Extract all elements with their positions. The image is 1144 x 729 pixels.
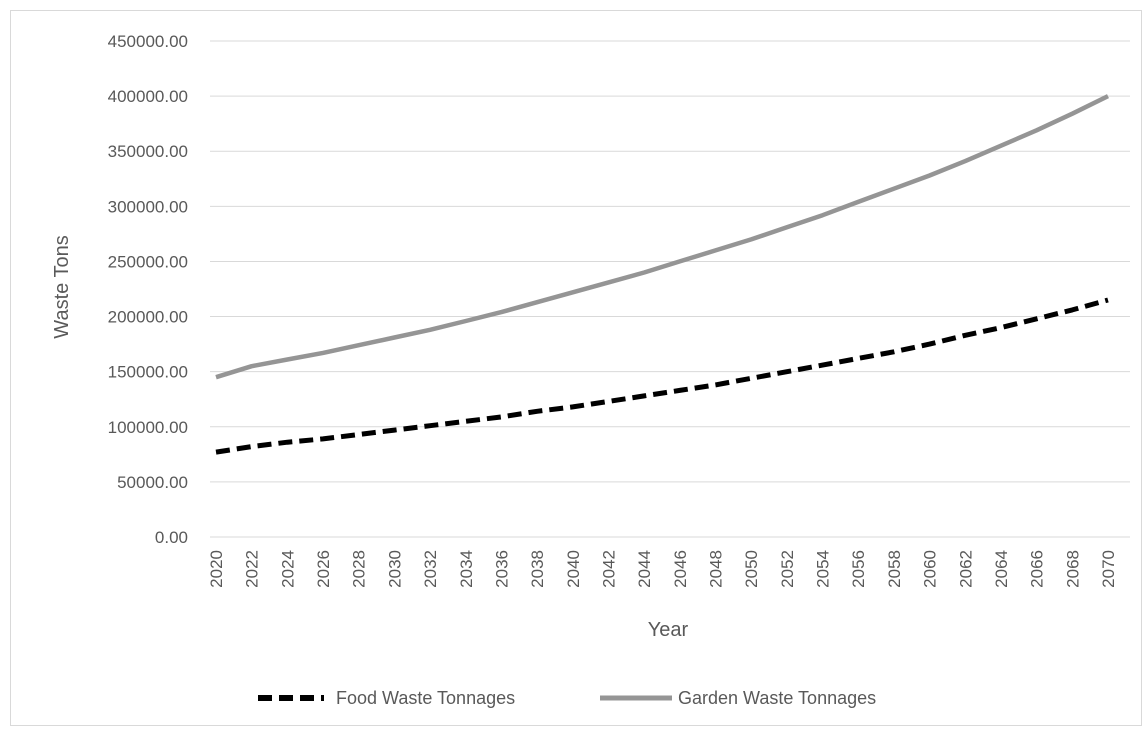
y-tick-label-2: 100000.00 <box>108 418 188 437</box>
x-tick-label-12: 2044 <box>635 550 654 588</box>
x-tick-label-16: 2052 <box>778 550 797 588</box>
y-tick-label-5: 250000.00 <box>108 252 188 271</box>
y-tick-label-4: 200000.00 <box>108 308 188 327</box>
x-tick-label-10: 2040 <box>564 550 583 588</box>
legend-label-food-waste: Food Waste Tonnages <box>336 688 515 708</box>
chart-frame <box>10 10 1142 726</box>
legend: Food Waste Tonnages Garden Waste Tonnage… <box>258 688 876 708</box>
gridlines <box>210 40 1130 538</box>
x-tick-label-14: 2048 <box>707 550 726 588</box>
x-tick-label-4: 2028 <box>350 550 369 588</box>
series-lines <box>215 94 1109 455</box>
x-tick-label-20: 2060 <box>921 550 940 588</box>
x-tick-label-0: 2020 <box>207 550 226 588</box>
legend-label-garden-waste: Garden Waste Tonnages <box>678 688 876 708</box>
y-tick-label-7: 350000.00 <box>108 142 188 161</box>
x-tick-label-8: 2036 <box>492 550 511 588</box>
x-tick-label-13: 2046 <box>671 550 690 588</box>
x-tick-label-6: 2032 <box>421 550 440 588</box>
x-tick-label-5: 2030 <box>385 550 404 588</box>
y-tick-label-1: 50000.00 <box>117 473 188 492</box>
x-tick-label-18: 2056 <box>849 550 868 588</box>
x-axis-tick-labels: 2020 2022 2024 2026 2028 2030 2032 2034 2036 2038… <box>207 550 1118 588</box>
x-tick-label-2: 2024 <box>278 550 297 588</box>
y-tick-label-8: 400000.00 <box>108 87 188 106</box>
x-tick-label-24: 2068 <box>1063 550 1082 588</box>
y-tick-label-0: 0.00 <box>155 528 188 547</box>
y-tick-label-3: 150000.00 <box>108 363 188 382</box>
x-tick-label-21: 2062 <box>956 550 975 588</box>
series-line-0 <box>215 297 1109 455</box>
y-axis-tick-labels: 0.00 50000.00 100000.00 150000.00 200000.00 2… <box>108 32 188 547</box>
x-tick-label-19: 2058 <box>885 550 904 588</box>
x-tick-label-17: 2054 <box>814 550 833 588</box>
x-tick-label-9: 2038 <box>528 550 547 588</box>
x-tick-label-7: 2034 <box>457 550 476 588</box>
x-tick-label-15: 2050 <box>742 550 761 588</box>
x-tick-label-23: 2066 <box>1028 550 1047 588</box>
x-tick-label-1: 2022 <box>243 550 262 588</box>
x-tick-label-11: 2042 <box>599 550 618 588</box>
x-tick-label-3: 2026 <box>314 550 333 588</box>
x-axis-title: Year <box>648 619 689 641</box>
y-tick-label-6: 300000.00 <box>108 197 188 216</box>
x-tick-label-25: 2070 <box>1099 550 1118 588</box>
y-axis-title: Waste Tons <box>51 235 73 338</box>
x-tick-label-22: 2064 <box>992 550 1011 588</box>
series-line-1 <box>215 94 1109 380</box>
y-tick-label-9: 450000.00 <box>108 32 188 51</box>
